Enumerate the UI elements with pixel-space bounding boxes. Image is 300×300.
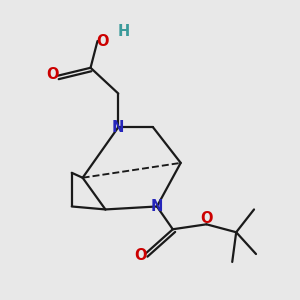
Text: H: H [118, 24, 130, 39]
Text: O: O [97, 34, 109, 49]
Text: O: O [200, 212, 213, 226]
Text: O: O [46, 67, 59, 82]
Text: N: N [151, 199, 163, 214]
Text: N: N [112, 120, 124, 135]
Text: O: O [134, 248, 147, 263]
